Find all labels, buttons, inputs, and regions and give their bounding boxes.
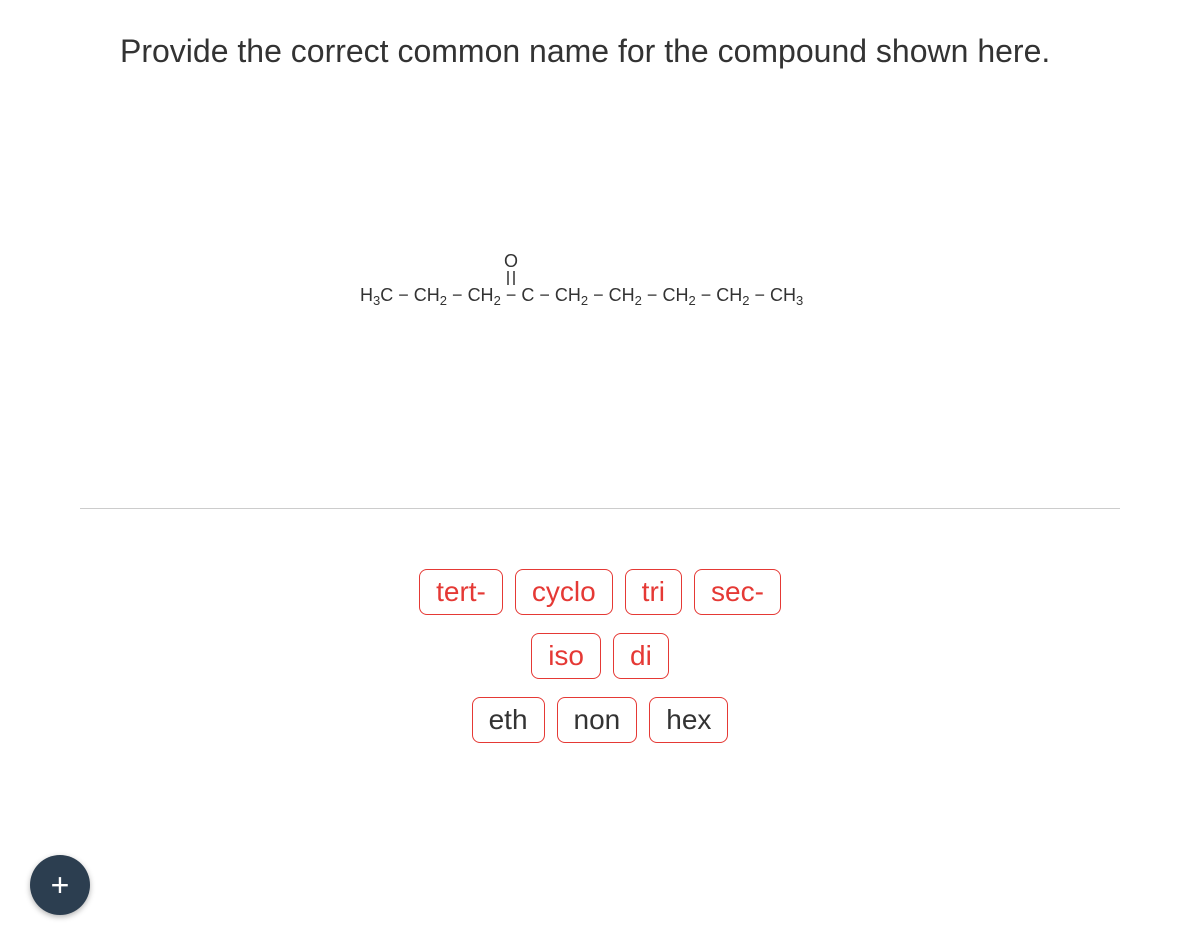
plus-icon: +	[51, 867, 70, 904]
chip-tri[interactable]: tri	[625, 569, 682, 615]
chip-tert[interactable]: tert-	[419, 569, 503, 615]
question-text: Provide the correct common name for the …	[120, 30, 1080, 73]
structure-svg: O H3C − CH2 − CH2 − C − CH2 − CH2 − CH2 …	[350, 253, 850, 323]
oxygen-atom: O	[504, 253, 518, 271]
question-area: Provide the correct common name for the …	[0, 0, 1200, 73]
chip-di[interactable]: di	[613, 633, 669, 679]
chip-sec[interactable]: sec-	[694, 569, 781, 615]
chip-row-3: eth non hex	[0, 697, 1200, 743]
chemical-structure: O H3C − CH2 − CH2 − C − CH2 − CH2 − CH2 …	[0, 253, 1200, 328]
chip-cyclo[interactable]: cyclo	[515, 569, 613, 615]
add-button[interactable]: +	[30, 855, 90, 915]
chip-row-2: iso di	[0, 633, 1200, 679]
chip-non[interactable]: non	[557, 697, 638, 743]
chip-iso[interactable]: iso	[531, 633, 601, 679]
chip-row-1: tert- cyclo tri sec-	[0, 569, 1200, 615]
chip-eth[interactable]: eth	[472, 697, 545, 743]
answer-chips-area: tert- cyclo tri sec- iso di eth non hex	[0, 509, 1200, 743]
chip-hex[interactable]: hex	[649, 697, 728, 743]
chain-formula: H3C − CH2 − CH2 − C − CH2 − CH2 − CH2 − …	[360, 285, 803, 308]
